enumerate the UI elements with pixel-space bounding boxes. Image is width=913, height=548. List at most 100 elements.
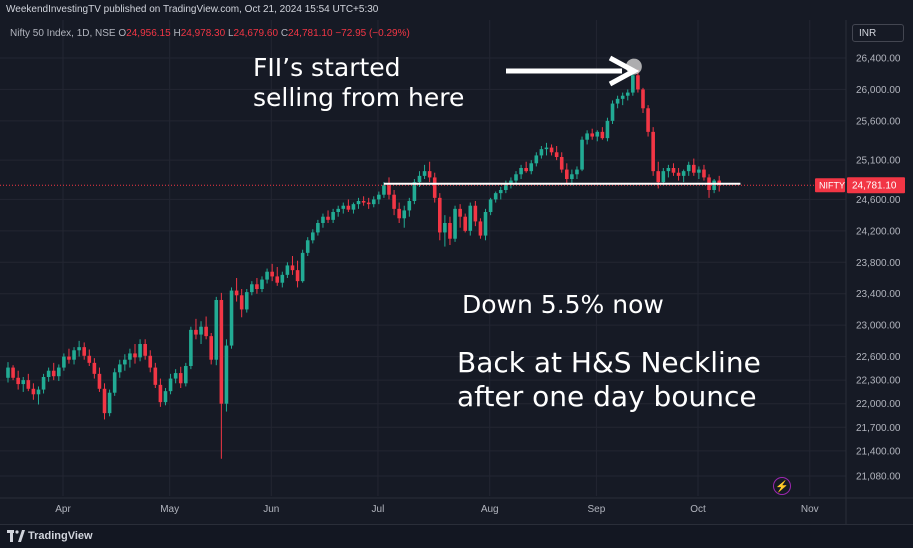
candle-body — [117, 364, 122, 373]
candle-body — [295, 270, 300, 282]
change-value: −72.95 (−0.29%) — [335, 28, 410, 39]
candle-body — [625, 92, 630, 96]
candle-body — [473, 205, 478, 222]
price-tick-label: 21,080.00 — [856, 472, 901, 483]
candle-body — [570, 174, 574, 179]
candle-body — [697, 169, 701, 173]
candle-body — [351, 204, 356, 210]
candle-body — [361, 201, 366, 203]
footer-brand: TradingView — [28, 530, 93, 542]
candle-body — [57, 367, 61, 377]
candle-body — [290, 265, 295, 271]
candle-body — [427, 171, 432, 178]
candle-body — [92, 362, 97, 374]
candle-body — [656, 171, 661, 183]
candle-body — [468, 205, 473, 231]
price-tick-label: 23,400.00 — [856, 289, 901, 300]
candle-body — [173, 373, 178, 379]
candle-body — [493, 193, 498, 200]
candle-body — [143, 344, 147, 356]
candle-body — [524, 168, 528, 172]
candle-body — [671, 168, 676, 173]
candle-body — [178, 373, 183, 384]
candle-body — [580, 139, 584, 170]
candle-body — [229, 290, 234, 346]
price-tick-label: 26,400.00 — [856, 54, 901, 65]
candle-body — [316, 223, 320, 233]
candle-body — [702, 169, 706, 178]
candle-body — [559, 157, 564, 170]
price-tick-label: 24,200.00 — [856, 226, 901, 237]
candle-body — [87, 355, 92, 363]
time-axis[interactable]: Apr May Jun Jul Aug Sep Oct Nov — [55, 504, 818, 515]
candle-body — [549, 147, 554, 153]
low-label: L — [227, 28, 234, 39]
candle-body — [133, 353, 137, 358]
candle-body — [590, 133, 594, 137]
candle-body — [443, 223, 447, 233]
candle-body — [280, 274, 285, 283]
candle-body — [224, 345, 229, 404]
candle-body — [498, 190, 503, 194]
candle-body — [77, 347, 81, 351]
low-value: 24,679.60 — [233, 28, 279, 39]
candle-body — [483, 212, 488, 236]
candle-body — [620, 95, 625, 99]
currency-button[interactable]: INR — [852, 24, 904, 42]
month-tick-label: Jul — [372, 504, 385, 515]
price-chart[interactable]: 26,400.00 26,000.00 25,600.00 25,100.00 24,6… — [0, 0, 913, 524]
candle-body — [422, 171, 427, 176]
candle-body — [311, 232, 315, 241]
candle-body — [102, 388, 107, 414]
candle-body — [585, 133, 589, 140]
candle-body — [209, 336, 213, 360]
candle-body — [270, 271, 274, 277]
month-tick-label: Jun — [263, 504, 279, 515]
candlestick-series — [6, 69, 721, 459]
candle-body — [148, 355, 153, 368]
publisher-line: WeekendInvestingTV published on TradingV… — [6, 4, 379, 15]
price-tick-label: 23,000.00 — [856, 321, 901, 332]
candle-body — [168, 378, 173, 392]
candle-body — [300, 252, 305, 282]
candle-body — [189, 329, 193, 366]
candle-body — [356, 201, 361, 205]
candle-body — [285, 265, 290, 275]
candle-body — [123, 359, 127, 365]
candle-body — [199, 326, 203, 335]
high-label: H — [173, 28, 181, 39]
candle-body — [504, 183, 508, 190]
candle-body — [478, 221, 483, 236]
candle-body — [194, 329, 198, 335]
month-tick-label: Apr — [55, 504, 71, 515]
candle-body — [244, 292, 249, 310]
candle-body — [681, 171, 686, 176]
symbol-legend: Nifty 50 Index, 1D, NSE O24,956.15 H24,9… — [10, 28, 410, 39]
candle-body — [615, 98, 620, 104]
price-tick-label: 21,400.00 — [856, 446, 901, 457]
candle-body — [107, 392, 112, 414]
candle-body — [31, 388, 36, 395]
candle-body — [16, 377, 20, 385]
candle-body — [686, 164, 691, 172]
candle-body — [661, 171, 666, 183]
candle-body — [666, 168, 671, 172]
candle-body — [67, 356, 71, 360]
close-value: 24,781.10 — [288, 28, 333, 39]
candle-body — [509, 180, 513, 184]
candle-body — [575, 169, 579, 175]
candle-body — [377, 194, 381, 200]
arrow-head — [608, 55, 640, 87]
candle-body — [382, 185, 386, 195]
candle-body — [600, 131, 605, 139]
candle-body — [255, 284, 259, 289]
price-tick-label: 22,000.00 — [856, 399, 901, 410]
candle-body — [112, 372, 117, 393]
candle-body — [554, 152, 559, 157]
candle-body — [519, 168, 523, 175]
candle-body — [82, 347, 86, 356]
last-price-value-tag — [847, 177, 905, 194]
price-axis[interactable]: 26,400.00 26,000.00 25,600.00 25,100.00 24,6… — [815, 54, 905, 483]
lightning-icon[interactable]: ⚡ — [773, 477, 791, 495]
annotation-fii-line2: selling from here — [253, 83, 465, 112]
